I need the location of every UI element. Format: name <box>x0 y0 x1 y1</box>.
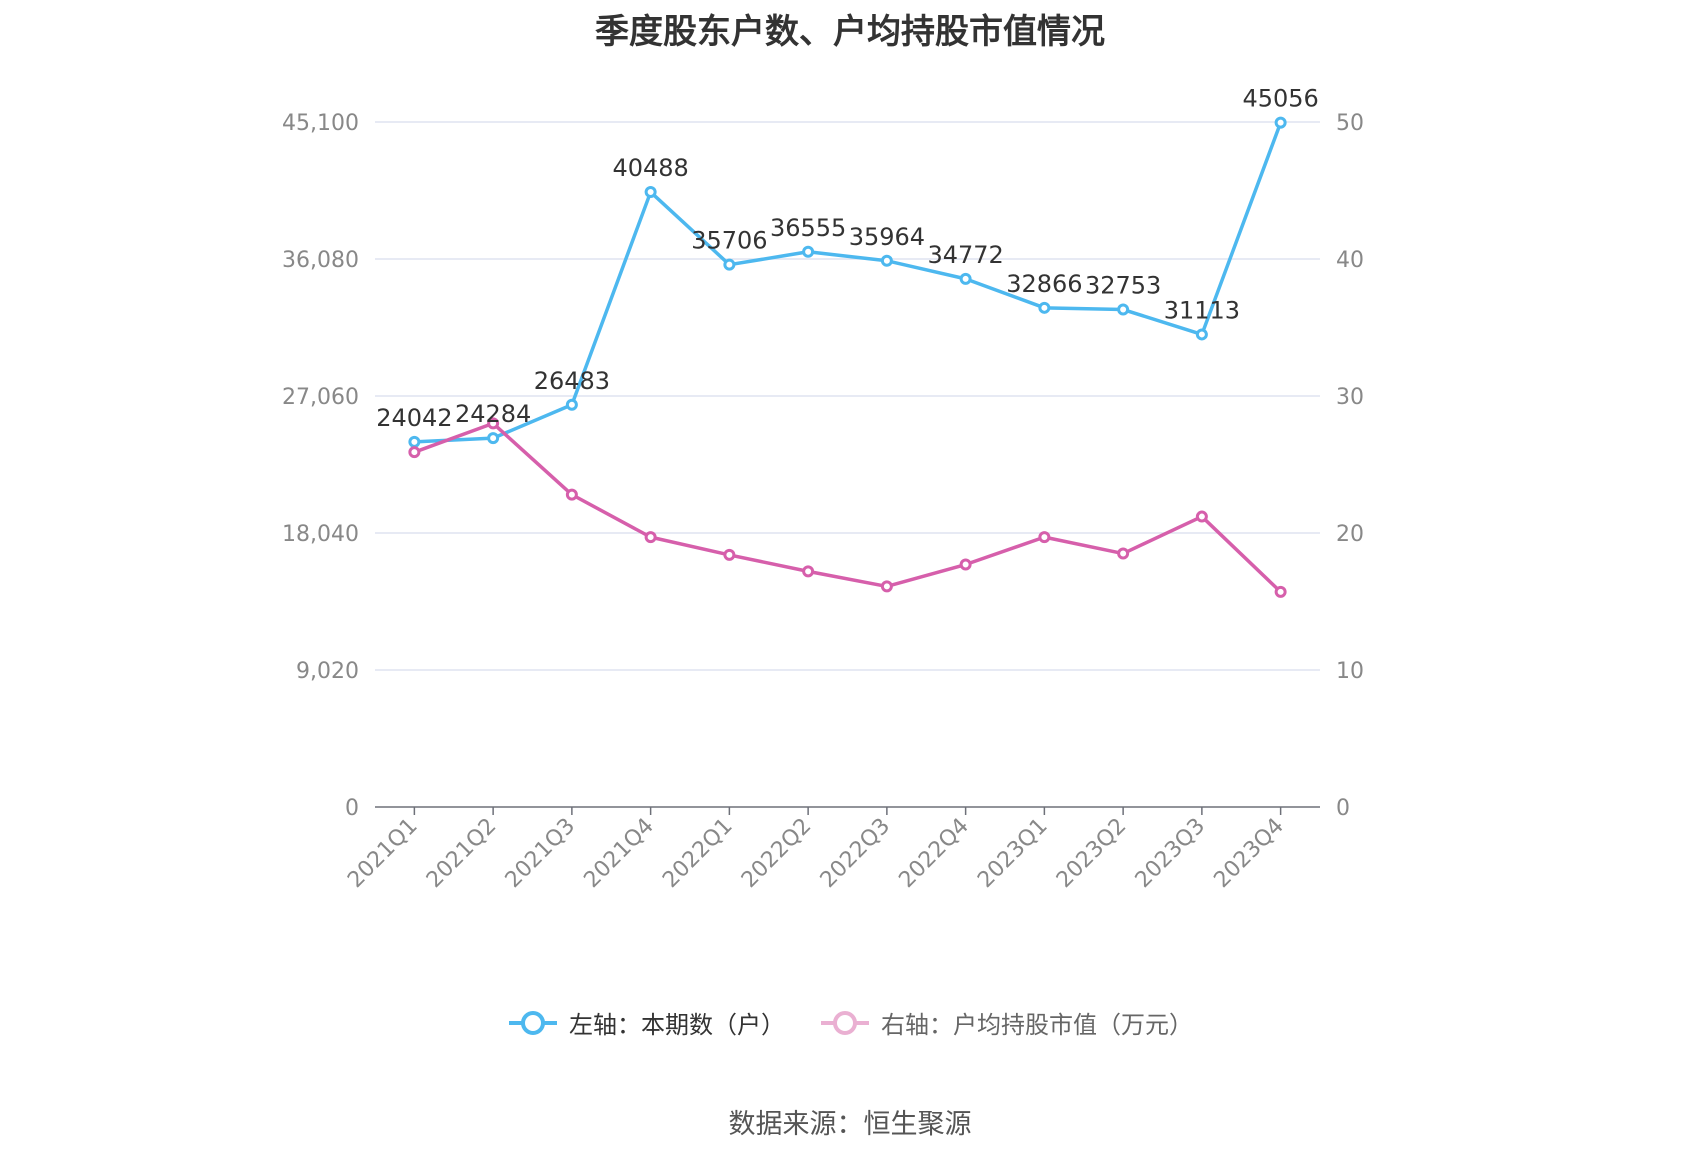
data-label: 32866 <box>1006 270 1082 298</box>
data-point <box>408 446 421 459</box>
left-axis-tick-label: 9,020 <box>296 659 359 684</box>
legend: 左轴：本期数（户） 右轴：户均持股市值（万元） <box>0 1005 1700 1040</box>
data-point <box>1195 328 1208 341</box>
right-axis-tick-label: 0 <box>1336 796 1350 821</box>
data-point <box>644 531 657 544</box>
legend-item-right-series[interactable]: 右轴：户均持股市值（万元） <box>819 1005 1193 1040</box>
x-axis-tick-label: 2022Q2 <box>737 814 816 893</box>
legend-label-left-series: 左轴：本期数（户） <box>569 1011 785 1039</box>
left-axis-tick-label: 45,100 <box>282 111 359 136</box>
data-label: 36555 <box>770 214 846 242</box>
x-axis-tick-label: 2022Q1 <box>658 814 737 893</box>
x-axis-tick-label: 2022Q4 <box>894 814 973 893</box>
data-label: 31113 <box>1164 296 1240 324</box>
data-point <box>1274 585 1287 598</box>
data-point <box>802 245 815 258</box>
data-label: 34772 <box>927 241 1003 269</box>
x-axis-tick-label: 2023Q3 <box>1131 814 1210 893</box>
legend-swatch-blue-icon <box>509 1010 557 1035</box>
right-axis-tick-label: 20 <box>1336 522 1364 547</box>
right-axis-tick-label: 50 <box>1336 111 1364 136</box>
data-label: 26483 <box>534 367 610 395</box>
data-label: 35964 <box>849 223 925 251</box>
data-point <box>565 488 578 501</box>
left-axis-tick-label: 0 <box>345 796 359 821</box>
data-point <box>487 432 500 445</box>
x-axis-tick-label: 2021Q4 <box>579 814 658 893</box>
x-axis-tick-label: 2022Q3 <box>816 814 895 893</box>
left-axis-tick-label: 27,060 <box>282 385 359 410</box>
x-axis-tick-label: 2023Q2 <box>1052 814 1131 893</box>
data-source: 数据来源：恒生聚源 <box>728 1109 972 1140</box>
data-point <box>1117 303 1130 316</box>
data-point <box>802 565 815 578</box>
series-line-avg-holding <box>413 421 1282 594</box>
legend-label-right-series: 右轴：户均持股市值（万元） <box>881 1011 1193 1039</box>
data-point <box>487 417 500 430</box>
x-axis-tick-label: 2021Q2 <box>422 814 501 893</box>
left-axis-tick-label: 18,040 <box>282 522 359 547</box>
grid-lines <box>375 121 1320 671</box>
data-point <box>959 558 972 571</box>
data-point <box>408 435 421 448</box>
data-label: 24284 <box>455 400 531 428</box>
data-label: 35706 <box>691 227 767 255</box>
data-point <box>565 398 578 411</box>
data-point <box>723 258 736 271</box>
right-axis-tick-label: 30 <box>1336 385 1364 410</box>
legend-swatch-pink-icon <box>821 1010 869 1035</box>
legend-item-left-series[interactable]: 左轴：本期数（户） <box>507 1005 785 1040</box>
left-axis-tick-label: 36,080 <box>282 248 359 273</box>
data-point <box>880 254 893 267</box>
data-label: 24042 <box>376 404 452 432</box>
data-point <box>644 186 657 199</box>
data-label: 45056 <box>1242 85 1318 113</box>
x-axis-tick-label: 2021Q1 <box>343 814 422 893</box>
data-point <box>1117 547 1130 560</box>
series-line-shareholders <box>414 122 1283 444</box>
right-axis-tick-label: 10 <box>1336 659 1364 684</box>
data-point <box>1195 510 1208 523</box>
data-point <box>959 272 972 285</box>
x-axis-tick-label: 2023Q4 <box>1209 814 1288 893</box>
data-point <box>880 580 893 593</box>
data-label: 40488 <box>612 154 688 182</box>
data-point <box>1038 531 1051 544</box>
data-label: 32753 <box>1085 272 1161 300</box>
x-axis-tick-label: 2021Q3 <box>501 814 580 893</box>
right-axis-tick-label: 40 <box>1336 248 1364 273</box>
chart-title: 季度股东户数、户均持股市值情况 <box>595 12 1105 52</box>
data-point <box>1274 116 1287 129</box>
data-point <box>723 548 736 561</box>
series <box>408 116 1287 598</box>
x-axis-tick-label: 2023Q1 <box>973 814 1052 893</box>
data-point <box>1038 301 1051 314</box>
